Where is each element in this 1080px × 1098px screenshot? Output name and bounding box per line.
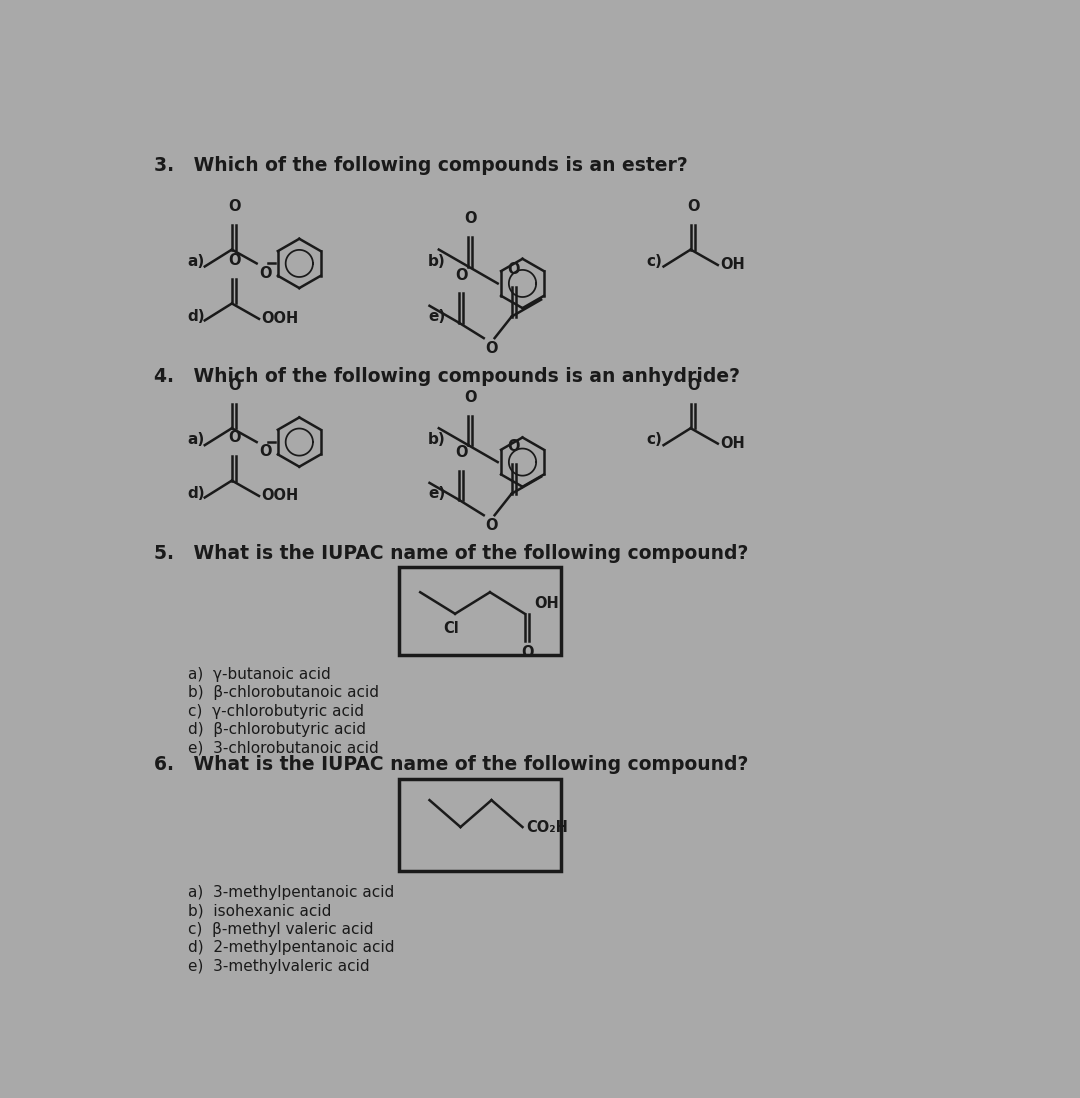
Text: a)  3-methylpentanoic acid: a) 3-methylpentanoic acid	[188, 885, 394, 900]
Text: OOH: OOH	[261, 489, 298, 504]
Text: O: O	[464, 212, 477, 226]
Text: 4.   Which of the following compounds is an anhydride?: 4. Which of the following compounds is a…	[154, 367, 741, 385]
Text: OH: OH	[720, 257, 745, 272]
Text: OOH: OOH	[261, 312, 298, 326]
Text: c): c)	[647, 254, 662, 269]
Text: O: O	[259, 445, 271, 459]
Text: 6.   What is the IUPAC name of the following compound?: 6. What is the IUPAC name of the followi…	[154, 755, 748, 774]
Text: O: O	[228, 199, 241, 214]
Text: O: O	[687, 199, 699, 214]
Text: O: O	[508, 438, 521, 453]
Text: 5.   What is the IUPAC name of the following compound?: 5. What is the IUPAC name of the followi…	[154, 544, 748, 562]
Text: e)  3-methylvaleric acid: e) 3-methylvaleric acid	[188, 959, 369, 974]
Text: OH: OH	[535, 596, 558, 610]
Text: a): a)	[188, 254, 205, 269]
Text: e): e)	[428, 309, 445, 324]
Text: d)  2-methylpentanoic acid: d) 2-methylpentanoic acid	[188, 940, 394, 955]
Text: e): e)	[428, 486, 445, 501]
Text: c): c)	[647, 433, 662, 447]
Text: O: O	[455, 268, 468, 282]
Text: c)  γ-chlorobutyric acid: c) γ-chlorobutyric acid	[188, 704, 364, 719]
Text: O: O	[508, 261, 521, 277]
Text: CO₂H: CO₂H	[526, 819, 568, 834]
Text: d)  β-chlorobutyric acid: d) β-chlorobutyric acid	[188, 722, 366, 738]
Text: O: O	[228, 430, 241, 445]
Text: b): b)	[428, 254, 446, 269]
Text: O: O	[228, 253, 241, 268]
Text: O: O	[464, 390, 477, 405]
Text: a)  γ-butanoic acid: a) γ-butanoic acid	[188, 666, 330, 682]
Text: d): d)	[188, 309, 205, 324]
Text: Cl: Cl	[443, 621, 459, 637]
Bar	[399, 778, 562, 871]
Text: b)  isohexanic acid: b) isohexanic acid	[188, 904, 332, 918]
Text: O: O	[455, 445, 468, 460]
Text: OH: OH	[720, 436, 745, 451]
Text: O: O	[485, 341, 498, 356]
Text: O: O	[485, 518, 498, 534]
Text: O: O	[259, 266, 271, 281]
Text: e)  3-chlorobutanoic acid: e) 3-chlorobutanoic acid	[188, 741, 378, 755]
Bar	[399, 567, 562, 656]
Text: a): a)	[188, 433, 205, 447]
Text: d): d)	[188, 486, 205, 501]
Text: b)  β-chlorobutanoic acid: b) β-chlorobutanoic acid	[188, 685, 379, 701]
Text: c)  β-methyl valeric acid: c) β-methyl valeric acid	[188, 922, 374, 937]
Text: 3.   Which of the following compounds is an ester?: 3. Which of the following compounds is a…	[154, 156, 688, 176]
Text: b): b)	[428, 433, 446, 447]
Text: O: O	[521, 645, 534, 660]
Text: O: O	[687, 378, 699, 393]
Text: O: O	[228, 378, 241, 393]
